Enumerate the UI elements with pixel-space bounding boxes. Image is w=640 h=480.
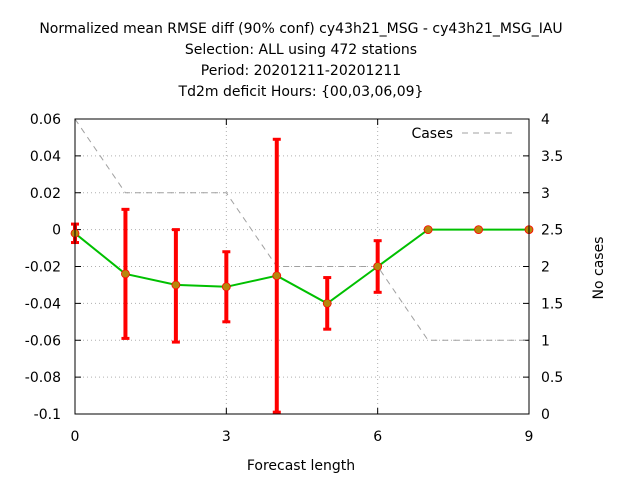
x-axis-label: Forecast length [247,458,355,474]
cases-line [74,118,529,341]
y-tick-label: 0 [52,223,61,239]
diff-point [474,225,483,235]
y2-tick-label: 3.5 [541,149,563,165]
y-tick-label: -0.06 [25,333,61,349]
y2-axis-label: No cases [591,237,607,300]
y2-tick-label: 2 [541,260,550,276]
diff-line [74,228,529,305]
chart-title-line-1: Normalized mean RMSE diff (90% conf) cy4… [39,21,562,37]
grid [75,119,529,414]
legend-cases-label: Cases [411,126,453,142]
cases-series [74,118,529,341]
diff-point [121,269,130,279]
x-tick-label: 9 [525,429,534,445]
plot-frame [74,118,530,415]
y2-tick-label: 0 [541,407,550,423]
x-tick-label: 6 [373,429,382,445]
y2-tick-label: 4 [541,112,550,128]
y-tick-label: 0.02 [30,186,61,202]
y-tick-label: -0.02 [25,260,61,276]
diff-point [423,225,433,235]
diff-point [373,262,383,271]
diff-point [272,271,282,281]
axis-ticks: 0.06 0.04 0.02 0 -0.02 -0.04 -0.06 -0.08 -0.1 4 3.… [25,112,564,445]
diff-series [70,137,534,414]
x-tick-label: 3 [222,429,231,445]
y-tick-label: -0.04 [25,296,61,312]
diff-point [322,298,332,308]
y2-tick-label: 2.5 [541,223,563,239]
y2-tick-label: 1 [541,333,550,349]
chart-title-line-3: Period: 20201211-20201211 [201,63,401,79]
y-tick-label: 0.06 [30,112,61,128]
legend: Cases [411,126,512,142]
y2-tick-label: 0.5 [541,370,563,386]
chart-title-line-2: Selection: ALL using 472 stations [185,42,417,58]
y2-tick-label: 3 [541,186,550,202]
y-tick-label: -0.08 [25,370,61,386]
diff-point [221,282,231,292]
y-tick-label: 0.04 [30,149,61,165]
y-tick-label: -0.1 [34,407,61,423]
chart-title-line-4: Td2m deficit Hours: {00,03,06,09} [178,84,424,100]
y2-tick-label: 1.5 [541,296,563,312]
x-tick-label: 0 [71,429,80,445]
diff-point [171,280,181,290]
